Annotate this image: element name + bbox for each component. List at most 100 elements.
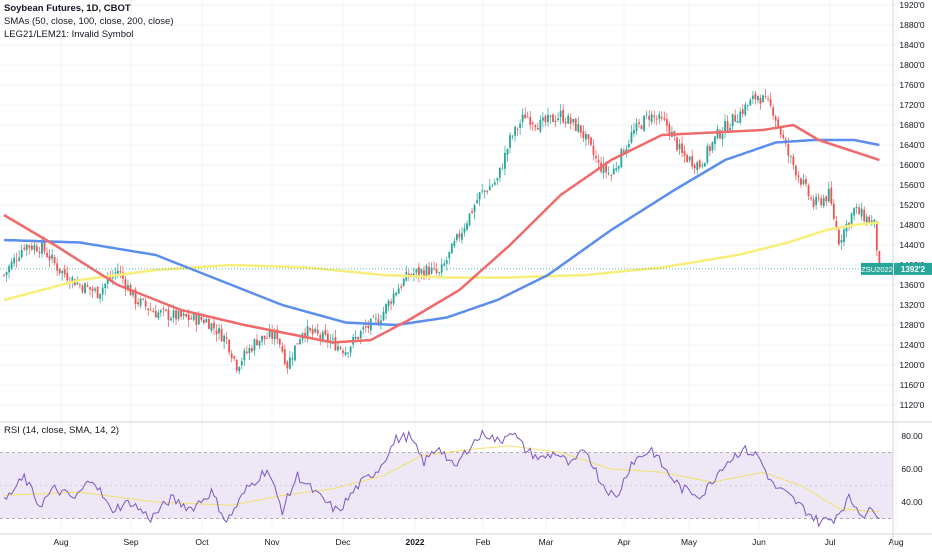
candle bbox=[281, 342, 284, 354]
candle bbox=[678, 139, 681, 155]
candle bbox=[124, 275, 127, 297]
candle bbox=[177, 308, 180, 322]
candle bbox=[104, 282, 107, 295]
candle-body bbox=[243, 350, 246, 361]
candle-body bbox=[445, 260, 448, 264]
candle-body bbox=[703, 162, 706, 167]
candle bbox=[202, 315, 205, 325]
price-tick-label: 1200'0 bbox=[899, 360, 925, 370]
candle-body bbox=[332, 338, 334, 340]
candle-body bbox=[865, 216, 868, 223]
candle-body bbox=[534, 125, 537, 128]
candle bbox=[595, 150, 597, 164]
candle bbox=[612, 164, 615, 175]
candle bbox=[46, 247, 48, 258]
time-tick-label: Nov bbox=[264, 537, 280, 547]
candle-body bbox=[792, 156, 795, 166]
candle-body bbox=[858, 207, 861, 215]
candle bbox=[463, 223, 466, 237]
candle-body bbox=[367, 325, 370, 329]
moving-average-layer bbox=[3, 123, 880, 344]
candle-body bbox=[364, 326, 367, 328]
candle bbox=[703, 162, 706, 167]
candle-body bbox=[438, 272, 441, 274]
candle-body bbox=[165, 309, 167, 311]
candle bbox=[569, 113, 572, 130]
candle-body bbox=[311, 329, 314, 334]
candle-body bbox=[28, 245, 31, 248]
candle bbox=[468, 213, 471, 227]
candle bbox=[61, 270, 64, 281]
candle-body bbox=[395, 292, 398, 296]
candle-body bbox=[235, 359, 238, 371]
candle bbox=[84, 282, 86, 294]
candle-body bbox=[468, 213, 471, 226]
candle bbox=[114, 267, 117, 280]
candle-body bbox=[418, 267, 420, 276]
candle bbox=[58, 268, 61, 276]
time-tick-label: Apr bbox=[617, 537, 630, 547]
candle-body bbox=[645, 114, 648, 116]
candle-body bbox=[478, 192, 481, 200]
candle bbox=[243, 347, 246, 366]
candle-body bbox=[587, 134, 590, 139]
candle-body bbox=[845, 223, 848, 232]
candle-body bbox=[89, 286, 91, 290]
candle bbox=[643, 114, 645, 133]
candle bbox=[577, 116, 580, 134]
candle bbox=[23, 244, 26, 252]
candle bbox=[63, 264, 66, 278]
candle bbox=[324, 324, 327, 337]
candle bbox=[268, 323, 271, 339]
candle-body bbox=[299, 339, 301, 345]
candle-body bbox=[245, 351, 248, 353]
price-tick-label: 1920'0 bbox=[899, 0, 925, 10]
candle-body bbox=[144, 300, 147, 307]
candle bbox=[539, 114, 542, 134]
candle-body bbox=[8, 266, 10, 273]
candle bbox=[822, 194, 825, 209]
price-tick-label: 1480'0 bbox=[899, 220, 925, 230]
time-tick-label: 2022 bbox=[406, 537, 425, 547]
candle bbox=[681, 136, 683, 158]
candle-body bbox=[863, 209, 866, 222]
candle bbox=[349, 345, 352, 358]
candle bbox=[225, 332, 228, 345]
price-tick-label: 1760'0 bbox=[899, 80, 925, 90]
candle bbox=[162, 305, 165, 317]
candle bbox=[509, 132, 511, 154]
candle-body bbox=[43, 240, 46, 252]
candle bbox=[825, 195, 828, 206]
candle bbox=[802, 173, 805, 186]
candle bbox=[724, 114, 726, 139]
candle bbox=[868, 214, 871, 223]
candle-body bbox=[18, 257, 21, 261]
candle-body bbox=[526, 116, 529, 118]
candle-body bbox=[357, 336, 360, 339]
candle-body bbox=[66, 272, 69, 281]
candle-body bbox=[850, 213, 853, 224]
candle bbox=[364, 319, 367, 333]
candle bbox=[531, 120, 534, 131]
candle-body bbox=[557, 118, 559, 121]
candle bbox=[807, 183, 810, 200]
candle-body bbox=[848, 222, 850, 226]
candle bbox=[258, 340, 261, 350]
price-tick-label: 1680'0 bbox=[899, 120, 925, 130]
candle-body bbox=[554, 120, 557, 122]
candle bbox=[296, 343, 299, 345]
candle-body bbox=[256, 339, 258, 346]
candle-body bbox=[96, 286, 99, 298]
candle-body bbox=[362, 327, 365, 330]
time-tick-label: Feb bbox=[476, 537, 491, 547]
candle bbox=[782, 130, 785, 140]
candle-body bbox=[678, 143, 681, 150]
candle-body bbox=[524, 114, 527, 119]
candle bbox=[210, 322, 213, 334]
candle-body bbox=[94, 288, 96, 291]
candle-body bbox=[283, 349, 286, 364]
candle-body bbox=[53, 256, 56, 263]
candle-body bbox=[56, 263, 59, 271]
